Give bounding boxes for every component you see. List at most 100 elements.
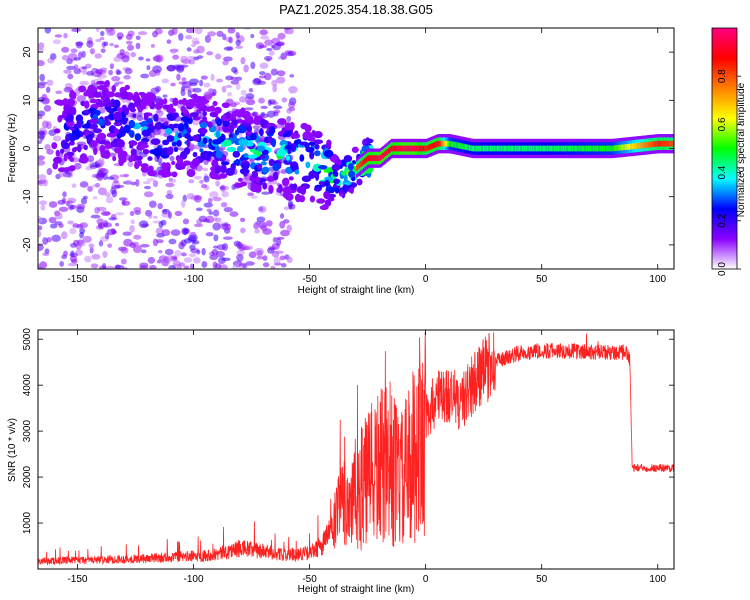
x-tick-label: 100	[649, 274, 666, 285]
spectrogram-ridge-core	[467, 144, 470, 151]
spectrogram-cell	[202, 110, 208, 117]
spectrogram-cell	[55, 149, 60, 157]
spectrogram-ridge-core	[440, 140, 444, 147]
spectrogram-noise-cell	[80, 197, 88, 205]
spectrogram-noise-cell	[49, 223, 58, 229]
spectrogram-cell	[129, 130, 135, 138]
spectrogram-noise-cell	[78, 51, 83, 60]
spectrogram-cell	[81, 123, 92, 129]
spectrogram-ridge-core	[581, 145, 584, 152]
spectrogram-cell	[134, 133, 142, 141]
spectrogram-ridge-core	[670, 140, 673, 147]
spectrogram-cell	[165, 128, 173, 135]
spectrogram-ridge-core	[570, 145, 573, 152]
spectrogram-noise-cell	[260, 35, 270, 40]
spectrogram-noise-cell	[170, 82, 176, 87]
spectrogram-noise-cell	[283, 28, 291, 31]
spectrogram-ridge-core	[401, 145, 405, 152]
spectrogram-noise-cell	[157, 203, 163, 210]
spectrogram-noise-cell	[82, 235, 92, 243]
spectrogram-cell	[260, 118, 267, 127]
spectrogram-cell	[299, 154, 305, 162]
spectrogram-noise-cell	[46, 148, 54, 155]
spectrogram-noise-cell	[264, 72, 272, 81]
spectrogram-ridge-core	[516, 145, 519, 152]
spectrogram-noise-cell	[156, 109, 162, 114]
spectrogram-ridge-core	[418, 145, 421, 152]
spectrogram-noise-cell	[208, 88, 214, 92]
spectrogram-cell	[186, 169, 196, 178]
spectrogram-ridge-core	[599, 145, 602, 152]
spectrogram-noise-cell	[120, 258, 127, 265]
spectrogram-cell	[133, 155, 143, 161]
spectrogram-noise-cell	[256, 250, 263, 258]
x-tick-label: -150	[67, 574, 87, 585]
spectrogram-cell	[112, 155, 117, 162]
spectrogram-noise-cell	[264, 39, 274, 46]
spectrogram-ridge-core	[442, 140, 445, 147]
spectrogram-noise-cell	[70, 259, 78, 264]
spectrogram-ridge-core	[432, 142, 435, 149]
spectrogram-noise-cell	[179, 262, 186, 267]
spectrogram-noise-cell	[170, 229, 181, 236]
spectrogram-noise-cell	[189, 253, 197, 258]
spectrogram-noise-cell	[90, 263, 99, 269]
spectrogram-noise-cell	[81, 50, 86, 58]
spectrogram-ridge-core	[531, 145, 534, 152]
spectrogram-ridge-core	[634, 143, 637, 149]
spectrogram-noise-cell	[73, 57, 81, 61]
spectrogram-ridge-core	[400, 145, 403, 152]
spectrogram-cell	[104, 96, 111, 106]
spectrogram-ridge-core	[496, 145, 499, 152]
spectrogram-noise-cell	[52, 135, 62, 142]
spectrogram-noise-cell	[240, 57, 246, 65]
spectrogram-cell	[113, 128, 119, 135]
spectrogram-cell	[189, 112, 199, 118]
x-tick-label: 100	[649, 574, 666, 585]
spectrogram-ridge-core	[555, 145, 558, 152]
spectrogram-noise-cell	[280, 54, 286, 59]
spectrogram-noise-cell	[222, 56, 233, 62]
spectrogram-cell	[231, 119, 238, 126]
spectrogram-cell	[214, 106, 222, 114]
spectrogram-noise-cell	[240, 217, 246, 223]
spectrogram-ridge-core	[569, 145, 572, 152]
spectrogram-noise-cell	[222, 236, 233, 240]
spectrogram-ridge-core	[358, 162, 361, 169]
spectrogram-ridge-core	[436, 140, 439, 147]
spectrogram-cell	[83, 91, 89, 97]
spectrogram-ridge-core	[443, 140, 446, 147]
spectrogram-ridge-core	[454, 142, 458, 148]
snr-x-axis: -150 -100 -50 0 50 100	[67, 330, 667, 585]
spectrogram-ridge-core	[672, 140, 674, 147]
spectrogram-cell	[166, 113, 172, 118]
spectrogram-cell	[88, 118, 99, 124]
spectrogram-ridge-core	[471, 145, 474, 152]
spectrogram-noise-cell	[183, 265, 190, 269]
spectrogram-cell	[212, 174, 223, 180]
spectrogram-cell	[241, 122, 250, 127]
spectrogram-noise-cell	[206, 208, 212, 212]
spectrogram-cell	[314, 143, 320, 150]
spectrogram-noise-cell	[42, 252, 50, 257]
spectrogram-ridge-core	[525, 145, 529, 152]
spectrogram-noise-cell	[233, 240, 241, 247]
spectrogram-noise-cell	[38, 83, 46, 89]
spectrogram-noise-cell	[67, 73, 74, 80]
spectrogram-noise-cell	[218, 126, 224, 132]
spectrogram-ridge-core	[557, 145, 561, 152]
spectrogram-noise-cell	[259, 71, 266, 76]
spectrogram-ridge-core	[406, 145, 409, 152]
spectrogram-noise-cell	[123, 74, 131, 80]
spectrogram-cell	[216, 118, 222, 127]
spectrogram-ridge-core	[364, 157, 367, 164]
spectrogram-noise-cell	[144, 185, 152, 190]
spectrogram-ridge-core	[552, 145, 555, 152]
spectrogram-ridge-core	[613, 145, 616, 152]
spectrogram-ridge-core	[544, 145, 547, 152]
spectrogram-noise-cell	[143, 191, 154, 198]
spectrogram-cell	[267, 136, 273, 143]
spectrogram-noise-cell	[279, 213, 285, 219]
spectrogram-noise-cell	[114, 212, 125, 216]
spectrogram-ridge-core	[665, 140, 668, 147]
